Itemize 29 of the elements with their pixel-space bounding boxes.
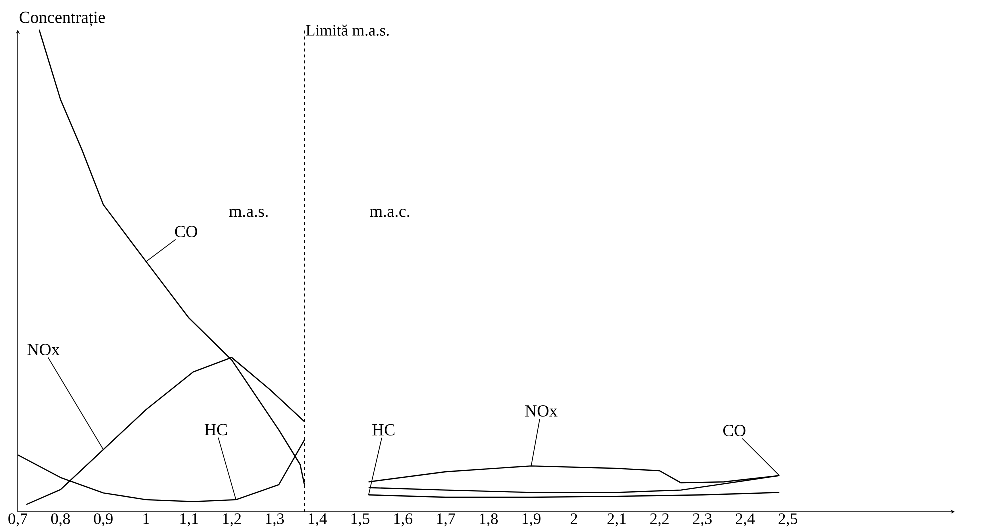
x-tick-label: 1,5 xyxy=(352,514,370,527)
text: NOx xyxy=(28,344,60,356)
x-tick-label: 1,6 xyxy=(394,514,413,527)
x-tick-label: 1,8 xyxy=(480,514,498,527)
annotation: m.a.c. xyxy=(370,209,410,218)
x-tick-label: 1,1 xyxy=(180,514,198,527)
x-tick-label: 1,3 xyxy=(266,514,284,527)
x-tick-label: 2,5 xyxy=(778,514,798,527)
text: HC xyxy=(372,424,395,436)
x-tick-label: 2,3 xyxy=(693,514,712,527)
annotation: m.a.s. xyxy=(229,209,268,218)
text: CO xyxy=(175,226,198,238)
x-tick-label: 0,9 xyxy=(94,514,113,527)
x-tick-label: 1,2 xyxy=(223,514,242,527)
x-tick-label: 1,4 xyxy=(308,514,328,527)
x-tick-label: 2,2 xyxy=(650,514,669,527)
x-tick-label: 2,1 xyxy=(608,514,626,527)
x-tick-label: 1 xyxy=(144,514,150,524)
x-tick-label: 0,7 xyxy=(8,514,28,527)
x-tick-label: 1,9 xyxy=(522,514,541,527)
ref-line-label: Limită m.a.s. xyxy=(306,24,389,36)
text: CO xyxy=(724,425,746,437)
text: HC xyxy=(204,424,228,436)
text: NOx xyxy=(525,406,558,417)
x-tick-label: 2,4 xyxy=(736,514,756,527)
x-tick-label: 0,8 xyxy=(51,514,70,527)
x-tick-label: 2 xyxy=(570,514,578,524)
y-axis-title: Concentrație xyxy=(20,12,106,27)
x-tick-label: 1,7 xyxy=(437,514,456,527)
